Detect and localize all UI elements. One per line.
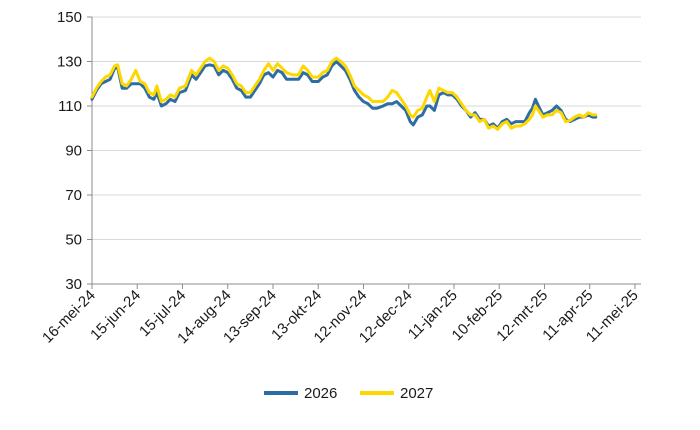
series-line-2026 <box>90 60 598 130</box>
legend-label-2027: 2027 <box>400 385 433 402</box>
y-tick-label-90: 90 <box>65 143 82 160</box>
y-tick-label-70: 70 <box>65 187 82 204</box>
series-line-2027 <box>90 56 598 131</box>
y-tick-label-30: 30 <box>65 276 82 293</box>
legend-label-2026: 2026 <box>304 385 337 402</box>
y-axis-tick-labels: 30 50 70 90 110 130 150 <box>57 9 82 293</box>
x-tick-label-16-mei-24: 16-mei-24 <box>39 287 99 347</box>
y-tick-label-150: 150 <box>57 9 82 26</box>
axes <box>91 17 641 289</box>
x-tick-label-15-jun-24: 15-jun-24 <box>87 287 144 344</box>
y-tick-label-50: 50 <box>65 232 82 249</box>
y-tick-label-130: 130 <box>57 54 82 71</box>
gridlines <box>87 16 641 285</box>
y-tick-label-110: 110 <box>58 98 82 115</box>
legend: 2026 2027 <box>264 385 433 402</box>
x-axis-tick-labels: 16-mei-2415-jun-2415-jul-2414-aug-2413-s… <box>39 287 642 347</box>
series-lines <box>90 56 598 131</box>
